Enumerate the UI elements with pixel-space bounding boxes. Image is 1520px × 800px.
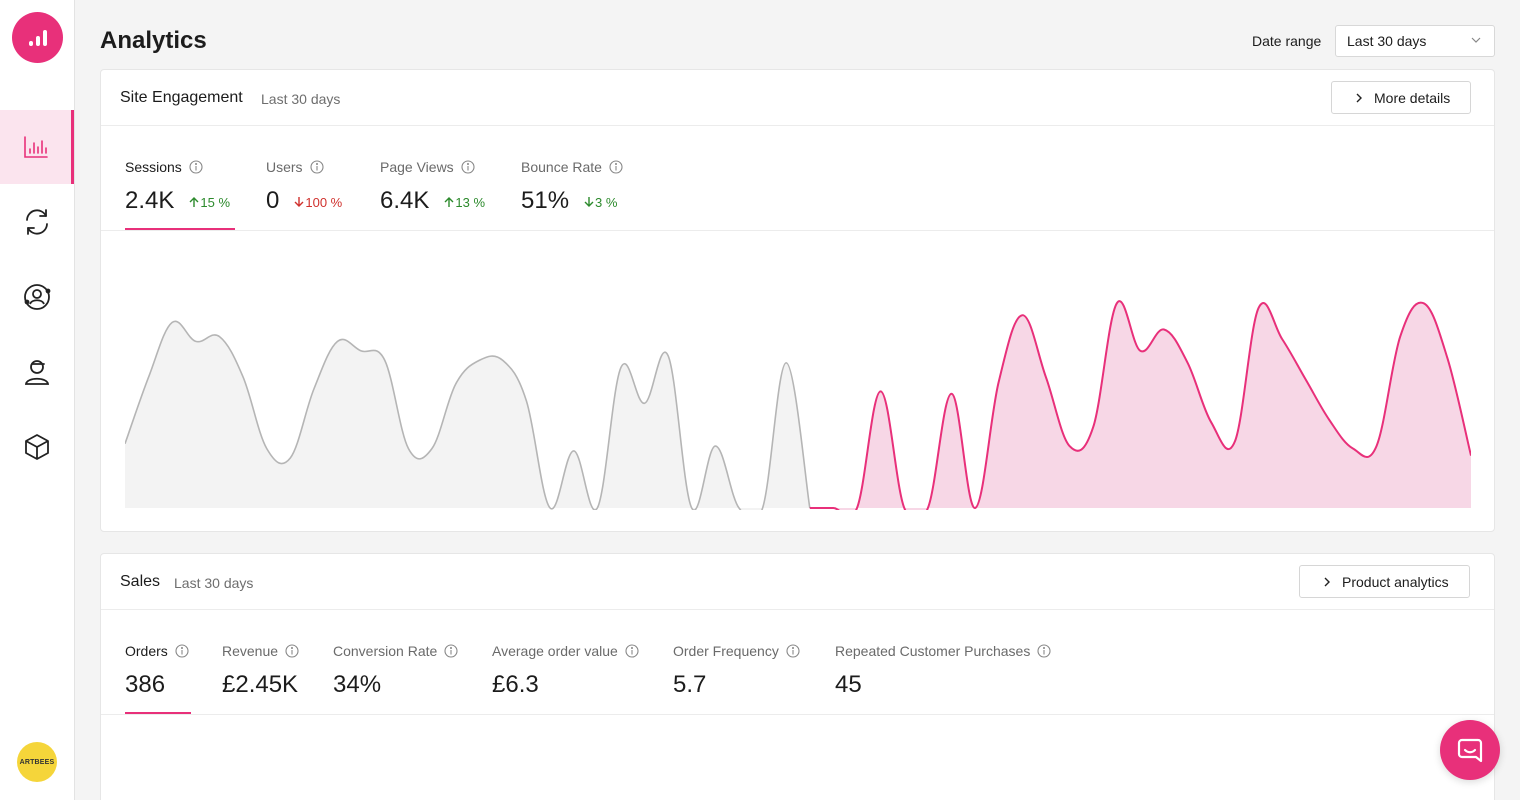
more-details-button[interactable]: More details xyxy=(1331,81,1472,114)
metric-page-views[interactable]: Page Views 6.4K 13 % xyxy=(380,159,485,215)
change-value: 15 % xyxy=(200,194,231,210)
refresh-icon xyxy=(26,209,48,235)
metric-revenue[interactable]: Revenue £2.45K xyxy=(222,643,299,699)
metric-label: Orders xyxy=(125,643,168,659)
metric-change: 13 % xyxy=(443,195,485,210)
metric-value: 34% xyxy=(333,671,382,698)
metric-value: 5.7 xyxy=(673,671,707,698)
sessions-area-chart xyxy=(125,300,1471,510)
product-analytics-button[interactable]: Product analytics xyxy=(1299,565,1470,598)
metric-sessions[interactable]: Sessions 2.4K 15 % xyxy=(125,159,230,215)
arrow-up-icon xyxy=(444,197,454,207)
avatar[interactable]: ARTBEES xyxy=(17,742,57,782)
date-range-select[interactable]: Last 30 days xyxy=(1335,25,1495,57)
metric-repeated-purchases[interactable]: Repeated Customer Purchases 45 xyxy=(835,643,1051,699)
metric-change: 100 % xyxy=(293,195,342,210)
person-icon xyxy=(24,360,50,385)
metric-label: Average order value xyxy=(492,643,618,659)
more-details-label: More details xyxy=(1374,89,1451,106)
metric-label: Bounce Rate xyxy=(521,159,602,175)
current-period-line xyxy=(809,300,1471,510)
card-header: Site Engagement Last 30 days More detail… xyxy=(101,70,1494,126)
engagement-metrics: Sessions 2.4K 15 % Users 0 100 % Page Vi… xyxy=(101,126,1494,231)
card-subtitle: Last 30 days xyxy=(261,91,341,107)
metric-label: Page Views xyxy=(380,159,454,175)
arrow-up-icon xyxy=(189,197,199,207)
chevron-down-icon xyxy=(1471,37,1481,43)
arrow-down-icon xyxy=(294,197,304,207)
info-icon xyxy=(175,644,189,658)
info-icon xyxy=(285,644,299,658)
metric-label: Users xyxy=(266,159,303,175)
sales-card: Sales Last 30 days Product analytics Ord… xyxy=(100,553,1495,800)
date-range-value: Last 30 days xyxy=(1347,33,1427,49)
product-analytics-label: Product analytics xyxy=(1342,573,1449,590)
date-range-label: Date range xyxy=(1252,33,1322,49)
current-period-area xyxy=(809,301,1471,510)
metric-change: 3 % xyxy=(583,195,617,210)
previous-period-line xyxy=(125,320,811,510)
site-engagement-card: Site Engagement Last 30 days More detail… xyxy=(100,69,1495,532)
card-header: Sales Last 30 days Product analytics xyxy=(101,554,1494,610)
metric-value: 45 xyxy=(835,671,862,698)
metric-change: 15 % xyxy=(188,195,230,210)
sidebar-item-analytics[interactable] xyxy=(0,110,74,184)
card-subtitle: Last 30 days xyxy=(174,575,254,591)
previous-period-area xyxy=(125,321,810,510)
arrow-down-icon xyxy=(584,197,594,207)
app-logo[interactable] xyxy=(12,12,63,63)
metric-average-order-value[interactable]: Average order value £6.3 xyxy=(492,643,639,699)
metric-label: Revenue xyxy=(222,643,279,659)
metric-value: £6.3 xyxy=(492,671,539,698)
sidebar-item-customers[interactable] xyxy=(0,260,74,334)
info-icon xyxy=(461,160,475,174)
info-icon xyxy=(444,644,458,658)
metric-conversion-rate[interactable]: Conversion Rate 34% xyxy=(333,643,458,699)
metric-order-frequency[interactable]: Order Frequency 5.7 xyxy=(673,643,800,699)
metric-value: £2.45K xyxy=(222,671,299,698)
metric-value: 6.4K xyxy=(380,187,430,214)
chevron-right-icon xyxy=(1356,93,1362,102)
info-icon xyxy=(625,644,639,658)
info-icon xyxy=(609,160,623,174)
metric-bounce-rate[interactable]: Bounce Rate 51% 3 % xyxy=(521,159,623,215)
metric-value: 386 xyxy=(125,671,166,698)
avatar-text: ARTBEES xyxy=(19,758,55,766)
sidebar-item-products[interactable] xyxy=(0,410,74,484)
card-title: Sales xyxy=(120,573,161,590)
metric-users[interactable]: Users 0 100 % xyxy=(266,159,342,215)
info-icon xyxy=(786,644,800,658)
change-value: 13 % xyxy=(455,194,486,210)
info-icon xyxy=(310,160,324,174)
sidebar-item-sync[interactable] xyxy=(0,185,74,259)
metric-label: Order Frequency xyxy=(673,643,779,659)
user-circle-icon xyxy=(24,284,51,310)
selected-metric-indicator xyxy=(125,712,191,714)
card-title: Site Engagement xyxy=(120,89,243,106)
chevron-right-icon xyxy=(1324,577,1330,586)
bar-chart-logo-icon xyxy=(28,29,47,46)
selected-metric-indicator xyxy=(125,228,235,230)
chat-button[interactable] xyxy=(1440,720,1500,780)
metric-value: 2.4K xyxy=(125,187,175,214)
metric-label: Sessions xyxy=(125,159,182,175)
sidebar: ARTBEES xyxy=(0,0,75,800)
metric-orders[interactable]: Orders 386 xyxy=(125,643,189,699)
sidebar-item-staff[interactable] xyxy=(0,335,74,409)
page-title: Analytics xyxy=(100,27,207,54)
change-value: 3 % xyxy=(595,194,618,210)
metric-value: 51% xyxy=(521,187,570,214)
analytics-icon xyxy=(23,136,48,158)
box-icon xyxy=(25,434,49,460)
metric-label: Conversion Rate xyxy=(333,643,438,659)
chat-icon xyxy=(1457,738,1483,763)
change-value: 100 % xyxy=(305,194,343,210)
metric-label: Repeated Customer Purchases xyxy=(835,643,1031,659)
sales-metrics: Orders 386 Revenue £2.45K Conversion Rat… xyxy=(101,610,1494,715)
metric-value: 0 xyxy=(266,187,280,214)
info-icon xyxy=(1037,644,1051,658)
info-icon xyxy=(189,160,203,174)
